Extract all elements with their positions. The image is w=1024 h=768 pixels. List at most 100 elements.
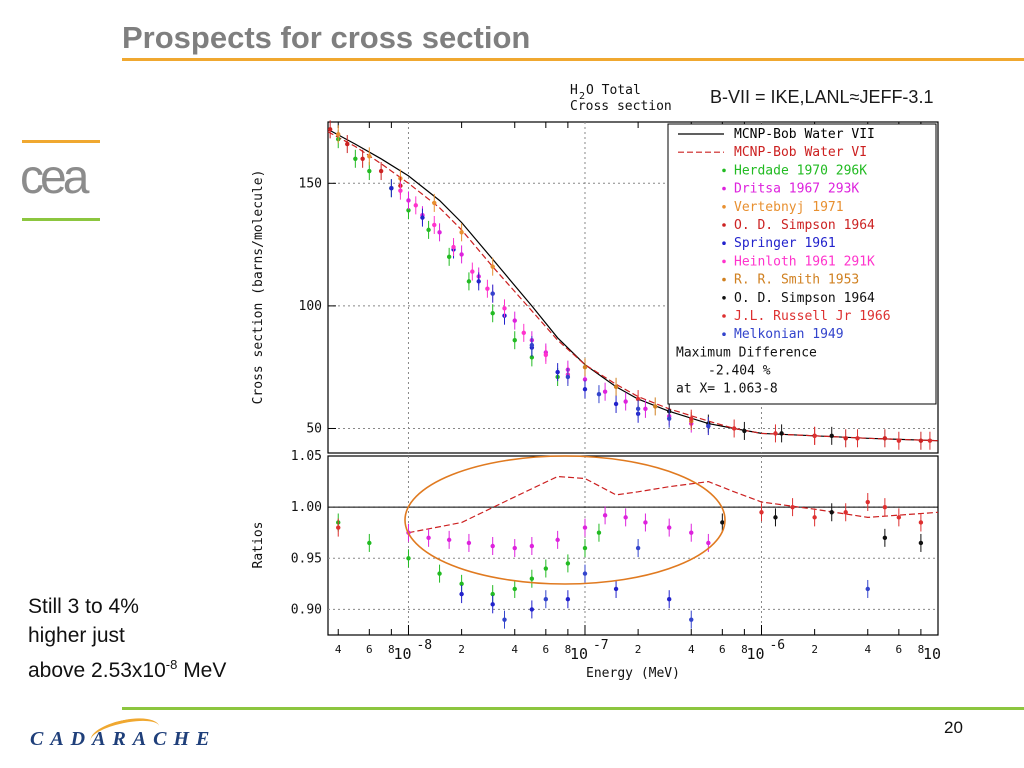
top-data-point xyxy=(389,186,394,191)
legend-stat-line-1: Maximum Difference xyxy=(676,345,817,360)
top-y-axis-label: Cross section (barns/molecule) xyxy=(251,170,266,405)
bottom-data-point xyxy=(596,530,602,535)
top-data-point xyxy=(565,374,571,380)
bottom-data-point xyxy=(918,520,924,525)
bottom-data-point xyxy=(865,499,870,505)
legend-point-swatch xyxy=(722,168,726,173)
x-axis-label: Energy (MeV) xyxy=(586,666,680,681)
x-minor-tick-label: 2 xyxy=(635,643,642,656)
bottom-data-point xyxy=(666,597,672,602)
top-data-point xyxy=(855,436,860,441)
bottom-data-point xyxy=(918,540,924,546)
top-data-point xyxy=(918,438,924,443)
top-data-point xyxy=(345,141,350,147)
top-data-point xyxy=(476,279,481,284)
x-minor-tick-label: 6 xyxy=(719,643,726,656)
top-data-point xyxy=(623,399,628,404)
top-data-point xyxy=(812,433,817,439)
legend-entry: O. D. Simpson 1964 xyxy=(734,291,875,306)
slide-title: Prospects for cross section xyxy=(122,20,531,55)
top-data-point xyxy=(420,215,425,220)
bottom-data-point xyxy=(336,525,341,530)
legend-entry: J.L. Russell Jr 1966 xyxy=(734,309,891,324)
top-data-point xyxy=(490,291,495,296)
bottom-y-tick-label: 1.00 xyxy=(291,500,322,515)
top-data-point xyxy=(689,416,694,421)
x-minor-tick-label: 8 xyxy=(388,643,395,656)
x-minor-tick-label: 8 xyxy=(918,643,925,656)
note-line-3-suffix: MeV xyxy=(177,659,227,682)
top-data-point xyxy=(406,208,411,213)
legend-stat-line-3: at X= 1.063-8 xyxy=(676,381,778,396)
note-line-3-exponent: -8 xyxy=(165,657,178,672)
legend-entry: MCNP-Bob Water VII xyxy=(734,127,875,142)
top-data-point xyxy=(360,156,365,161)
top-data-point xyxy=(413,203,418,208)
top-data-point xyxy=(367,168,372,174)
top-data-point xyxy=(406,198,411,203)
top-data-point xyxy=(882,436,888,441)
bottom-data-point xyxy=(437,571,442,576)
legend-entry: Heinloth 1961 291K xyxy=(734,254,875,269)
bottom-data-point xyxy=(843,510,848,515)
x-minor-tick-label: 4 xyxy=(688,643,695,656)
top-data-point xyxy=(529,355,535,360)
top-data-point xyxy=(490,311,495,316)
x-minor-tick-label: 6 xyxy=(366,643,373,656)
legend-entry: Springer 1961 xyxy=(734,236,836,251)
bottom-data-point xyxy=(689,530,694,535)
legend-point-swatch xyxy=(722,186,726,191)
x-minor-tick-label: 8 xyxy=(565,643,572,656)
top-data-point xyxy=(555,369,560,375)
bottom-data-point xyxy=(882,504,888,510)
legend-entry: Melkonian 1949 xyxy=(734,327,844,342)
legend-stat-line-2: -2.404 % xyxy=(708,363,771,378)
x-major-tick-label: 10 xyxy=(570,645,588,663)
top-data-point xyxy=(896,438,902,443)
top-data-point xyxy=(398,188,403,193)
top-data-point xyxy=(843,436,848,441)
bottom-data-point xyxy=(529,607,535,612)
bottom-data-point xyxy=(602,513,608,518)
bottom-data-point xyxy=(490,591,495,597)
bottom-plot-frame xyxy=(327,455,939,636)
x-minor-tick-label: 6 xyxy=(543,643,550,656)
bottom-data-point xyxy=(406,556,411,561)
x-minor-tick-label: 2 xyxy=(811,643,818,656)
page-number: 20 xyxy=(944,718,963,737)
bottom-y-tick-label: 0.90 xyxy=(291,602,322,617)
top-data-point xyxy=(466,279,472,284)
top-data-point xyxy=(582,387,588,392)
top-data-point xyxy=(353,156,358,161)
bottom-data-point xyxy=(865,586,870,592)
top-data-point xyxy=(635,406,641,412)
legend-point-swatch xyxy=(722,205,726,209)
top-data-point xyxy=(490,264,495,269)
x-minor-tick-label: 4 xyxy=(335,643,342,656)
bottom-data-point xyxy=(512,586,517,592)
bottom-data-point xyxy=(555,537,560,543)
top-data-point xyxy=(529,342,535,348)
x-minor-tick-label: 4 xyxy=(864,643,871,656)
note-line-1: Still 3 to 4% xyxy=(28,595,139,618)
bottom-data-point xyxy=(643,520,648,525)
footer-rule xyxy=(122,707,1024,710)
top-data-point xyxy=(459,230,464,235)
top-data-point xyxy=(635,396,641,402)
bottom-data-point xyxy=(759,510,764,515)
top-data-point xyxy=(643,406,648,412)
bottom-data-point xyxy=(543,566,549,571)
bottom-data-point xyxy=(466,540,472,546)
top-data-point xyxy=(470,269,475,274)
x-major-tick-exponent: -7 xyxy=(593,638,609,653)
legend-point-swatch xyxy=(722,259,726,264)
top-data-point xyxy=(367,154,372,159)
legend-box xyxy=(667,123,937,405)
top-y-tick-label: 150 xyxy=(299,176,322,191)
bottom-data-point xyxy=(613,586,619,592)
top-data-point xyxy=(927,438,933,443)
legend-entry: O. D. Simpson 1964 xyxy=(734,218,875,233)
top-data-point xyxy=(485,286,490,291)
highlight-ellipse xyxy=(404,455,726,585)
bottom-data-point xyxy=(490,602,495,607)
